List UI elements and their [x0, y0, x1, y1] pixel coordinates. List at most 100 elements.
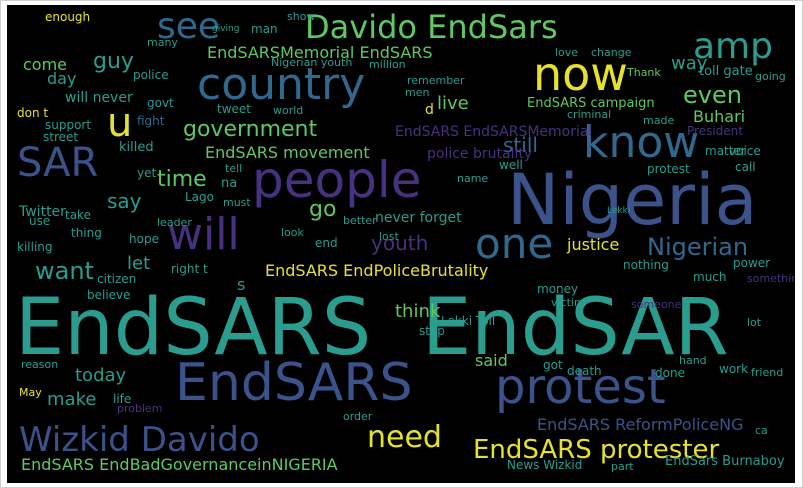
word-think: think — [395, 301, 441, 322]
word-ca: ca — [755, 424, 768, 437]
word-still: still — [503, 133, 538, 157]
word-amp: amp — [693, 26, 773, 67]
word-buhari: Buhari — [693, 107, 746, 126]
word-wizkid-davido: Wizkid Davido — [19, 420, 260, 460]
word-endsars-campaign: EndSARS campaign — [527, 96, 655, 111]
word-police: police — [133, 68, 169, 82]
word-guy: guy — [93, 49, 134, 74]
word-love: love — [555, 46, 579, 59]
word-justice: justice — [567, 235, 620, 254]
word-let: let — [127, 253, 151, 274]
word-protest-small: protest — [647, 162, 690, 176]
word-voice: voice — [729, 144, 761, 158]
word-stop: stop — [419, 324, 445, 338]
word-order: order — [343, 410, 373, 423]
word-show: show — [287, 10, 316, 23]
word-day: day — [47, 69, 77, 88]
word-endsars-movement: EndSARS movement — [205, 143, 370, 162]
word-may: May — [19, 386, 42, 399]
word-work: work — [719, 362, 749, 376]
word-will-never: will never — [65, 90, 133, 106]
word-endsars-memorial: EndSARSMemorial EndSARS — [207, 43, 433, 62]
word-time: time — [157, 167, 207, 192]
word-street: street — [43, 130, 79, 144]
word-tell: tell — [225, 162, 243, 175]
word-endsars-reform: EndSARS ReformPoliceNG — [537, 415, 744, 434]
word-see: see — [157, 6, 221, 47]
word-hope: hope — [129, 232, 159, 246]
word-death: death — [567, 364, 602, 378]
word-victim: victim — [551, 296, 585, 309]
word-reason: reason — [21, 358, 59, 371]
word-endsars-endbad: EndSARS EndBadGovernanceinNIGERIA — [21, 455, 338, 474]
word-know: know — [583, 117, 700, 168]
word-something: something — [747, 272, 795, 285]
word-lekki-toll: Lekki Toll — [441, 314, 496, 328]
word-citizen: citizen — [97, 272, 137, 286]
word-end: end — [315, 236, 338, 250]
word-dont-t: don t — [17, 106, 49, 120]
word-remember: remember — [407, 74, 465, 87]
word-will: will — [167, 209, 240, 260]
word-davido-endsars: Davido EndSars — [305, 8, 558, 46]
word-enough: enough — [45, 10, 91, 24]
word-toll-gate: toll gate — [699, 64, 753, 79]
word-look: look — [281, 226, 304, 239]
word-use: use — [29, 214, 51, 228]
word-endsars-protester: EndSARS protester — [473, 435, 720, 465]
word-made: made — [643, 114, 675, 127]
word-friend: friend — [751, 366, 784, 379]
word-lot: lot — [747, 316, 762, 329]
word-cloud: EndSARS EndSAR Nigeria people EndSARS pr… — [7, 5, 795, 483]
word-people: people — [252, 151, 422, 209]
word-yet: yet — [137, 166, 157, 180]
word-must: must — [223, 196, 251, 209]
word-matter: matter — [705, 144, 746, 158]
word-come: come — [23, 55, 68, 74]
word-part: part — [611, 460, 634, 473]
word-one: one — [475, 219, 554, 268]
word-thing: thing — [71, 226, 102, 240]
word-take: take — [65, 208, 91, 222]
word-endsar-big: EndSAR — [422, 283, 729, 373]
word-men: men — [405, 86, 430, 99]
word-youth: youth — [371, 231, 429, 255]
word-make: make — [47, 389, 97, 410]
word-much: much — [693, 270, 727, 284]
word-call: call — [735, 160, 756, 174]
word-endsars-big: EndSARS — [15, 283, 372, 373]
word-believe: believe — [87, 288, 131, 302]
word-u: u — [107, 100, 133, 146]
word-man: man — [251, 22, 278, 36]
word-lago: Lago — [185, 190, 214, 204]
word-got: got — [543, 358, 563, 372]
word-going: going — [755, 70, 786, 83]
word-killed: killed — [119, 140, 154, 155]
word-nigeria: Nigeria — [507, 159, 758, 241]
word-power: power — [733, 256, 771, 270]
word-endsars-burnaboy: EndSars Burnaboy — [665, 454, 785, 469]
word-nigerian-youth: Nigerian youth — [271, 56, 353, 69]
word-money: money — [537, 282, 579, 296]
word-twitter: Twitter — [19, 204, 66, 220]
word-well: well — [499, 158, 523, 172]
word-protest: protest — [495, 359, 666, 415]
word-d: d — [425, 102, 434, 118]
word-nothing: nothing — [623, 258, 669, 272]
word-change: change — [591, 46, 632, 59]
word-never-forget: never forget — [375, 210, 462, 226]
word-police-brutality: police brutality — [427, 146, 533, 162]
word-support: support — [45, 118, 92, 132]
word-now: now — [533, 47, 628, 101]
word-said: said — [475, 351, 508, 370]
word-tweet: tweet — [217, 102, 251, 116]
word-hand: hand — [679, 354, 707, 367]
word-someone: someone — [631, 298, 682, 311]
word-giving: giving — [212, 24, 240, 34]
word-million: million — [369, 58, 406, 71]
word-endsars-endsarsmemorial: EndSARS EndSARSMemorial — [395, 124, 593, 140]
word-news-wizkid: News Wizkid — [507, 458, 583, 472]
word-even: even — [683, 81, 742, 109]
word-lekki: Lekki — [607, 206, 631, 216]
